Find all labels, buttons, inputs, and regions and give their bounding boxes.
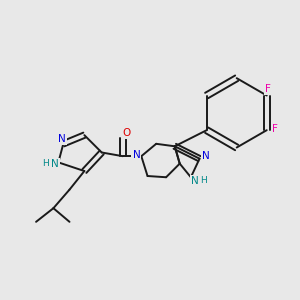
Text: N: N — [58, 134, 66, 144]
Text: N: N — [51, 159, 58, 169]
Text: H: H — [43, 159, 49, 168]
Text: O: O — [122, 128, 130, 138]
Text: H: H — [200, 176, 207, 185]
Text: F: F — [265, 84, 271, 94]
Text: N: N — [202, 151, 210, 161]
Text: F: F — [272, 124, 278, 134]
Text: N: N — [133, 150, 140, 160]
Text: N: N — [191, 176, 199, 186]
